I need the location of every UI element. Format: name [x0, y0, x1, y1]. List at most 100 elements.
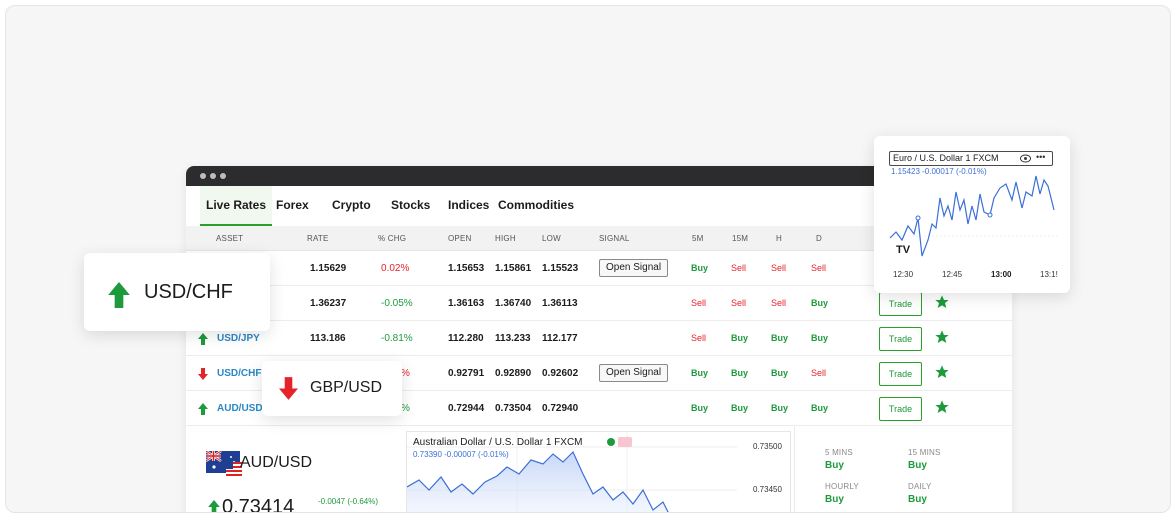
tab-forex[interactable]: Forex — [276, 198, 309, 212]
header-15m: 15M — [732, 234, 749, 243]
signal-d: Buy — [811, 333, 829, 343]
signal-value-hourly: Buy — [825, 494, 844, 505]
change-value: -0.81% — [381, 333, 413, 344]
eye-icon[interactable] — [1020, 154, 1031, 163]
signal-value-15m: Buy — [908, 460, 927, 471]
favorite-star-icon[interactable] — [934, 329, 950, 345]
open-value: 0.72944 — [448, 403, 485, 414]
tradingview-logo-icon: TV — [896, 244, 911, 256]
header-high: HIGH — [495, 234, 516, 243]
rate-value: 1.15629 — [310, 263, 347, 274]
usd-chf-highlight-card[interactable]: USD/CHF — [84, 253, 270, 331]
more-options-icon[interactable]: ••• — [1036, 152, 1046, 162]
header-low: LOW — [542, 234, 561, 243]
table-row[interactable]: USD/CHF % 0.92791 0.92890 0.92602 Open S… — [186, 356, 1012, 391]
signal-5m: Sell — [691, 298, 707, 308]
aud-usd-chart[interactable]: Australian Dollar / U.S. Dollar 1 FXCM 0… — [406, 431, 791, 512]
open-value: 1.36163 — [448, 298, 485, 309]
pair-label: AUD/USD — [240, 454, 313, 471]
signal-label-5m: 5 MINS — [825, 448, 853, 457]
time-tick: 13:1! — [1040, 270, 1058, 279]
gbp-usd-highlight-card[interactable]: GBP/USD — [262, 361, 402, 416]
asset-symbol[interactable]: AUD/USD — [217, 403, 263, 414]
info-icon[interactable] — [384, 512, 391, 513]
arrow-up-icon — [198, 333, 208, 345]
signal-5m: Buy — [691, 403, 709, 413]
low-value: 1.15523 — [542, 263, 579, 274]
tab-commodities[interactable]: Commodities — [498, 198, 575, 212]
trade-button[interactable]: Trade — [879, 292, 922, 316]
low-value: 112.177 — [542, 333, 578, 344]
pair-change: -0.0047 (-0.64%) — [318, 497, 379, 506]
signal-d: Buy — [811, 298, 829, 308]
signal-15m: Sell — [731, 298, 747, 308]
signal-5m: Buy — [691, 263, 709, 273]
chart-title: Australian Dollar / U.S. Dollar 1 FXCM — [413, 437, 583, 448]
table-row[interactable]: 1.36237 -0.05% 1.36163 1.36740 1.36113 S… — [186, 286, 1012, 321]
header-signal: SIGNAL — [599, 234, 630, 243]
window-titlebar — [186, 166, 1012, 186]
asset-symbol[interactable]: USD/JPY — [217, 333, 260, 344]
tab-crypto[interactable]: Crypto — [332, 198, 371, 212]
change-value: 0.02% — [381, 263, 410, 274]
open-value: 0.92791 — [448, 368, 485, 379]
time-tick: 13:00 — [991, 270, 1012, 279]
signal-label-daily: DAILY — [908, 482, 932, 491]
table-row[interactable]: 1.15629 0.02% 1.15653 1.15861 1.15523 Op… — [186, 251, 1012, 286]
open-signal-button[interactable]: Open Signal — [599, 364, 669, 382]
signal-h: Buy — [771, 333, 789, 343]
live-dot-icon — [607, 438, 615, 446]
favorite-star-icon[interactable] — [934, 399, 950, 415]
signal-label-hourly: HOURLY — [825, 482, 859, 491]
asset-symbol[interactable]: USD/CHF — [217, 368, 262, 379]
high-value: 113.233 — [495, 333, 531, 344]
signal-value-5m: Buy — [825, 460, 844, 471]
signal-15m: Sell — [731, 263, 747, 273]
tab-stocks[interactable]: Stocks — [391, 198, 431, 212]
low-value: 0.92602 — [542, 368, 579, 379]
rate-value: 113.186 — [310, 333, 346, 344]
eur-usd-chart-card[interactable]: Euro / U.S. Dollar 1 FXCM ••• 1.15423 -0… — [874, 136, 1070, 293]
change-value: % — [401, 403, 410, 414]
header-chg: % CHG — [378, 234, 407, 243]
signal-h: Buy — [771, 368, 789, 378]
aud-usd-panel: AUD/USD 0.73414 -0.0047 (-0.64%) — [186, 426, 401, 513]
signal-label-15m: 15 MINS — [908, 448, 941, 457]
signal-5m: Buy — [691, 368, 709, 378]
signal-h: Sell — [771, 263, 787, 273]
window-dot[interactable] — [220, 173, 226, 179]
signal-5m: Sell — [691, 333, 707, 343]
aud-chart-canvas — [407, 432, 737, 512]
arrow-down-icon — [198, 368, 208, 380]
change-value: -0.05% — [381, 298, 413, 309]
window-dot[interactable] — [210, 173, 216, 179]
signal-15m: Buy — [731, 403, 749, 413]
y-tick: 0.73450 — [753, 485, 782, 494]
trade-button[interactable]: Trade — [879, 327, 922, 351]
favorite-star-icon[interactable] — [934, 364, 950, 380]
table-row[interactable]: AUD/USD % 0.72944 0.73504 0.72940 Buy Bu… — [186, 391, 1012, 426]
chart-title-box: Euro / U.S. Dollar 1 FXCM ••• — [889, 151, 1053, 166]
open-value: 112.280 — [448, 333, 484, 344]
trade-button[interactable]: Trade — [879, 397, 922, 421]
tab-indices[interactable]: Indices — [448, 198, 490, 212]
tab-live-rates[interactable]: Live Rates — [200, 186, 273, 226]
highlight-pair-label: USD/CHF — [144, 281, 233, 303]
arrow-up-icon — [108, 282, 130, 308]
background-stage: Live Rates Forex Crypto Stocks Indices C… — [5, 5, 1171, 513]
window-dot[interactable] — [200, 173, 206, 179]
favorite-star-icon[interactable] — [934, 294, 950, 310]
usa-flag-icon — [226, 462, 242, 476]
low-value: 1.36113 — [542, 298, 578, 309]
table-row[interactable]: USD/JPY 113.186 -0.81% 112.280 113.233 1… — [186, 321, 1012, 356]
open-signal-button[interactable]: Open Signal — [599, 259, 669, 277]
signal-value-daily: Buy — [908, 494, 927, 505]
signal-d: Sell — [811, 263, 827, 273]
high-value: 1.36740 — [495, 298, 532, 309]
trade-button[interactable]: Trade — [879, 362, 922, 386]
arrow-up-icon — [208, 500, 220, 512]
low-value: 0.72940 — [542, 403, 579, 414]
time-tick: 12:45 — [942, 270, 963, 279]
signal-15m: Buy — [731, 333, 749, 343]
header-asset: ASSET — [216, 234, 244, 243]
